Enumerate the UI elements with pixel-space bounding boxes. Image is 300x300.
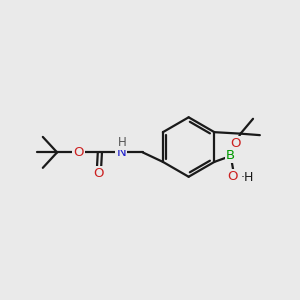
Text: B: B [226, 149, 235, 162]
Text: O: O [73, 146, 84, 159]
Text: O: O [228, 170, 238, 183]
Text: O: O [230, 137, 241, 150]
Text: N: N [116, 146, 126, 159]
Text: O: O [93, 167, 104, 180]
Text: H: H [118, 136, 127, 149]
Text: ·H: ·H [241, 170, 254, 184]
